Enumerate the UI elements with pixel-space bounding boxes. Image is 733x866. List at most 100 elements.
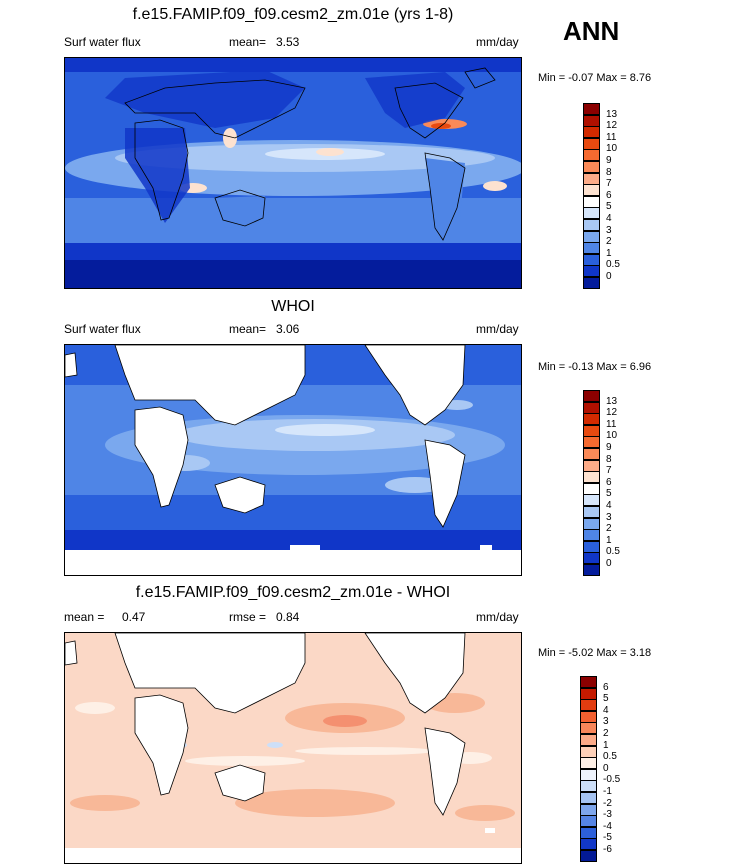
colorbar-label: 10	[606, 430, 618, 442]
colorbar-label: 5	[606, 201, 612, 213]
panel3-rmse-label: rmse =	[229, 610, 267, 624]
colorbar-label: 6	[606, 189, 612, 201]
panel1-title: f.e15.FAMIP.f09_f09.cesm2_zm.01e (yrs 1-…	[132, 6, 454, 23]
colorbar-label: 0.5	[606, 546, 620, 558]
colorbar-swatch	[580, 687, 597, 700]
panel1-minmax: Min = -0.07 Max = 8.76	[538, 72, 652, 84]
colorbar-swatch	[583, 494, 600, 507]
colorbar-label: 4	[603, 704, 609, 716]
colorbar-swatch	[583, 517, 600, 530]
panel3-colorbar: 6 5 4 3 2 1 0.5 0 -0.5 -1 -2 -3 -4 -5 -6	[580, 676, 640, 863]
colorbar-swatch	[583, 424, 600, 437]
colorbar-swatch	[583, 103, 600, 116]
colorbar-label: 6	[606, 476, 612, 488]
colorbar-swatch	[583, 219, 600, 232]
panel3-title: f.e15.FAMIP.f09_f09.cesm2_zm.01e - WHOI	[135, 584, 451, 601]
colorbar-swatch	[580, 699, 597, 712]
panel2-mean-value: 3.06	[276, 322, 300, 336]
panel3-rmse-value: 0.84	[276, 610, 300, 624]
panel1-mean-value: 3.53	[276, 35, 300, 49]
colorbar-swatch	[583, 184, 600, 197]
colorbar-label: 0	[606, 271, 612, 282]
colorbar-swatch	[583, 126, 600, 139]
colorbar-label: 1	[606, 247, 612, 259]
panel3-units: mm/day	[476, 610, 519, 624]
colorbar-label: 10	[606, 143, 618, 155]
panel2-units: mm/day	[476, 322, 519, 336]
colorbar-swatch	[583, 137, 600, 150]
panel3-map	[64, 632, 522, 864]
colorbar-label: -1	[603, 786, 612, 797]
panel3-mean-value: 0.47	[122, 610, 146, 624]
colorbar-swatch	[580, 734, 597, 747]
colorbar-swatch	[583, 172, 600, 185]
colorbar-label: -3	[603, 809, 612, 821]
colorbar-swatch	[580, 757, 597, 770]
colorbar-swatch	[580, 780, 597, 793]
colorbar-swatch	[583, 506, 600, 519]
colorbar-label: 5	[603, 693, 609, 705]
panel2-colorbar: 13 12 11 10 9 8 7 6 5 4 3 2 1 0.5 0	[583, 390, 643, 577]
colorbar-swatch	[583, 564, 600, 577]
colorbar-label: 9	[606, 155, 612, 166]
colorbar-swatch	[583, 459, 600, 472]
colorbar-swatch	[583, 482, 600, 495]
panel1-variable-label: Surf water flux	[64, 35, 141, 49]
colorbar-swatch	[583, 195, 600, 208]
colorbar-swatch	[583, 114, 600, 127]
colorbar-label: 3	[603, 716, 609, 728]
panel2-title: WHOI	[271, 298, 315, 315]
colorbar-swatch	[583, 161, 600, 174]
colorbar-swatch	[583, 149, 600, 162]
colorbar-swatch	[580, 768, 597, 781]
colorbar-label: 7	[606, 178, 612, 190]
panel3-minmax: Min = -5.02 Max = 3.18	[538, 647, 652, 659]
panel1-colorbar: 13 12 11 10 9 8 7 6 5 4 3 2 1 0.5 0	[583, 103, 643, 290]
colorbar-swatch	[583, 529, 600, 542]
colorbar-swatch	[583, 448, 600, 461]
colorbar-swatch	[580, 676, 597, 689]
colorbar-swatch	[580, 826, 597, 839]
colorbar-swatch	[583, 253, 600, 266]
colorbar-swatch	[580, 850, 597, 863]
colorbar-label: 11	[606, 418, 617, 430]
colorbar-swatch	[583, 265, 600, 278]
panel2-mean-label: mean=	[229, 322, 267, 336]
colorbar-label: 8	[606, 453, 612, 465]
colorbar-label: 13	[606, 108, 618, 120]
colorbar-label: 11	[606, 131, 617, 143]
colorbar-label: 1	[603, 739, 609, 751]
panel3-mean-label: mean =	[64, 610, 105, 624]
colorbar-label: -6	[603, 844, 612, 855]
colorbar-label: 1	[606, 534, 612, 546]
colorbar-label: 8	[606, 166, 612, 178]
colorbar-label: -4	[603, 820, 612, 832]
colorbar-label: 3	[606, 224, 612, 236]
colorbar-label: 9	[606, 442, 612, 453]
colorbar-swatch	[583, 471, 600, 484]
colorbar-label: 6	[603, 681, 609, 693]
colorbar-label: -2	[603, 797, 612, 809]
colorbar-swatch	[580, 815, 597, 828]
colorbar-label: 12	[606, 407, 618, 419]
colorbar-label: 4	[606, 500, 612, 511]
colorbar-label: 0	[603, 762, 609, 774]
colorbar-label: 2	[603, 728, 609, 739]
colorbar-swatch	[580, 722, 597, 735]
colorbar-swatch	[583, 277, 600, 290]
colorbar-label: 2	[606, 236, 612, 248]
colorbar-swatch	[583, 436, 600, 449]
colorbar-label: -0.5	[603, 774, 621, 786]
panel1-units: mm/day	[476, 35, 519, 49]
colorbar-label: 7	[606, 465, 612, 477]
colorbar-swatch	[583, 242, 600, 255]
colorbar-swatch	[580, 792, 597, 805]
colorbar-label: 2	[606, 523, 612, 535]
colorbar-swatch	[583, 552, 600, 565]
colorbar-swatch	[583, 401, 600, 414]
colorbar-label: 0.5	[603, 751, 617, 763]
colorbar-swatch	[583, 413, 600, 426]
colorbar-swatch	[580, 745, 597, 758]
panel1-mean-label: mean=	[229, 35, 267, 49]
colorbar-label: 5	[606, 488, 612, 500]
